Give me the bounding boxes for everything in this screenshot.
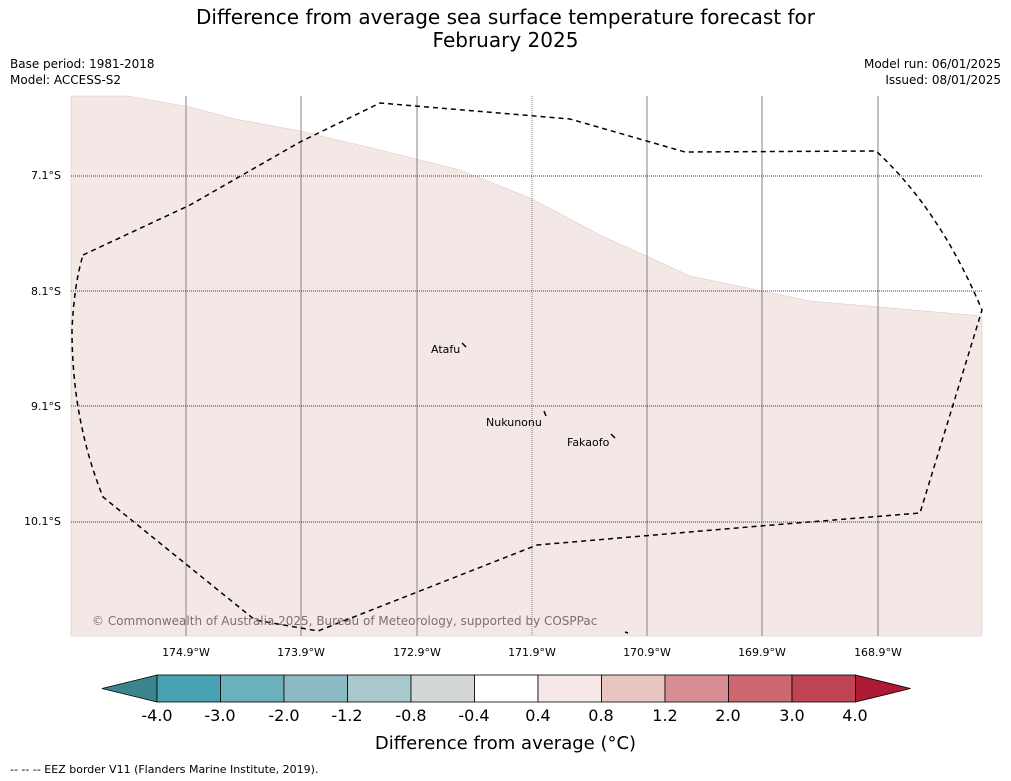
colorbar-tick: -3.0 (204, 706, 236, 725)
colorbar-bin (791, 674, 856, 703)
island-fragment (624, 631, 629, 634)
fakaofo-island (610, 433, 616, 439)
colorbar-tick: 0.4 (525, 706, 551, 725)
colorbar-tick: -2.0 (268, 706, 300, 725)
lat-label-9-1: 9.1°S (31, 400, 61, 413)
colorbar-bin (728, 674, 793, 703)
colorbar-bin (664, 674, 729, 703)
colorbar-tick: -0.4 (458, 706, 490, 725)
lon-label-172-9: 172.9°W (393, 646, 441, 659)
colorbar (101, 674, 911, 703)
colorbar-tick: 2.0 (715, 706, 741, 725)
colorbar-bin (283, 674, 348, 703)
colorbar-extension-high (855, 674, 911, 703)
colorbar-bin (601, 674, 666, 703)
colorbar-tick: 4.0 (842, 706, 868, 725)
place-nukunonu: Nukunonu (486, 416, 542, 429)
metadata-right: Model run: 06/01/2025 Issued: 08/01/2025 (864, 56, 1001, 88)
copyright-notice: © Commonwealth of Australia 2025, Bureau… (92, 614, 598, 628)
colorbar-bin (474, 674, 539, 703)
atafu-island (461, 342, 467, 348)
place-atafu: Atafu (431, 343, 461, 356)
anomaly-region (70, 95, 983, 637)
chart-title: Difference from average sea surface temp… (0, 6, 1011, 52)
lat-label-8-1: 8.1°S (31, 285, 61, 298)
lon-label-174-9: 174.9°W (162, 646, 210, 659)
lon-label-173-9: 173.9°W (277, 646, 325, 659)
lon-label-168-9: 168.9°W (854, 646, 902, 659)
place-fakaofo: Fakaofo (567, 436, 610, 449)
nukunonu-island (543, 410, 547, 417)
metadata-left: Base period: 1981-2018 Model: ACCESS-S2 (10, 56, 155, 88)
issued-date: Issued: 08/01/2025 (885, 73, 1001, 87)
colorbar-bin (156, 674, 221, 703)
lon-label-171-9: 171.9°W (508, 646, 556, 659)
colorbar-tick: 1.2 (652, 706, 678, 725)
colorbar-bin (537, 674, 602, 703)
colorbar-tick: -4.0 (141, 706, 173, 725)
model-name: Model: ACCESS-S2 (10, 73, 122, 87)
model-run: Model run: 06/01/2025 (863, 57, 1001, 71)
lat-label-10-1: 10.1°S (24, 515, 61, 528)
colorbar-tick: -0.8 (395, 706, 427, 725)
colorbar-tick: 3.0 (779, 706, 805, 725)
title-line-2: February 2025 (432, 28, 579, 52)
lon-label-169-9: 169.9°W (738, 646, 786, 659)
lon-label-170-9: 170.9°W (623, 646, 671, 659)
colorbar-label: Difference from average (°C) (374, 733, 637, 754)
eez-border (71, 102, 983, 632)
colorbar-extension-low (101, 674, 158, 703)
eez-legend-note: -- -- -- EEZ border V11 (Flanders Marine… (10, 763, 319, 776)
lat-label-7-1: 7.1°S (31, 169, 61, 182)
title-line-1: Difference from average sea surface temp… (195, 5, 815, 29)
colorbar-bin (220, 674, 285, 703)
colorbar-bin (347, 674, 412, 703)
colorbar-tick: 0.8 (588, 706, 614, 725)
colorbar-tick: -1.2 (331, 706, 363, 725)
meridian-lines (185, 96, 879, 636)
colorbar-bin (410, 674, 475, 703)
base-period: Base period: 1981-2018 (10, 57, 155, 71)
